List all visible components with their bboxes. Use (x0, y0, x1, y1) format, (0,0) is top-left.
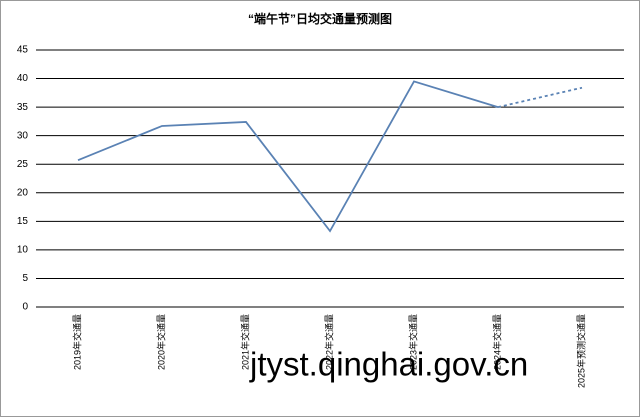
x-tick-label: 2025年预测交通量 (575, 314, 586, 388)
y-tick-label: 25 (17, 159, 29, 170)
x-tick-label: 2024年交通量 (491, 314, 502, 370)
y-tick-label: 15 (17, 216, 29, 227)
y-tick-label: 45 (17, 45, 29, 56)
y-tick-label: 20 (17, 187, 29, 198)
data-line (497, 86, 583, 108)
x-tick-label: 2023年交通量 (407, 314, 418, 370)
y-tick-label: 35 (17, 102, 29, 113)
y-tick-label: 5 (22, 273, 28, 284)
watermark: jtyst.qinghai.gov.cn (249, 346, 528, 383)
y-tick-label: 0 (22, 302, 28, 313)
chart-title: “端午节”日均交通量预测图 (248, 11, 392, 26)
y-tick-label: 40 (17, 73, 29, 84)
x-tick-label: 2019年交通量 (71, 314, 82, 370)
x-tick-label: 2020年交通量 (155, 314, 166, 370)
y-tick-label: 10 (17, 245, 29, 256)
y-tick-label: 30 (17, 130, 29, 141)
x-tick-label: 2021年交通量 (239, 314, 250, 370)
data-line (77, 80, 499, 233)
x-tick-label: 2022年交通量 (323, 314, 334, 370)
